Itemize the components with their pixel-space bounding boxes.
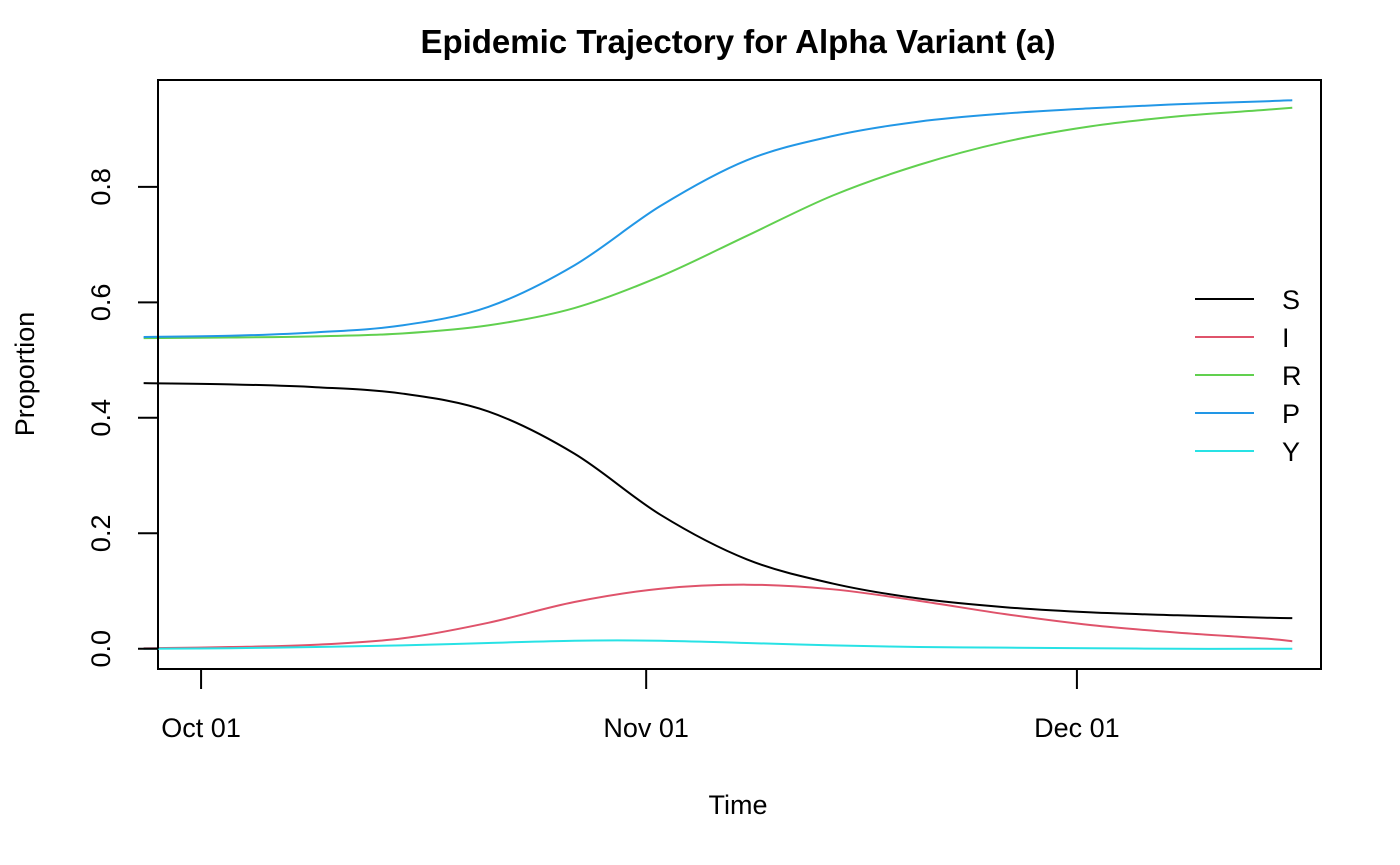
legend-label-s: S [1282,285,1300,315]
x-tick-label: Nov 01 [603,713,689,743]
legend-label-r: R [1282,361,1302,391]
chart-title: Epidemic Trajectory for Alpha Variant (a… [420,23,1055,60]
series-line-s [143,382,1293,620]
legend-label-p: P [1282,399,1300,429]
y-axis: 0.0 0.2 0.4 0.6 0.8 [86,168,159,668]
x-tick-label: Oct 01 [161,713,241,743]
y-tick-label: 0.4 [86,399,116,437]
y-axis-label: Proportion [10,312,40,437]
y-tick-label: 0.8 [86,168,116,206]
series-lines [143,99,1293,650]
legend-label-i: I [1282,323,1290,353]
series-line-i [143,583,1293,650]
series-line-p [143,99,1293,338]
x-tick-label: Dec 01 [1034,713,1120,743]
y-tick-label: 0.0 [86,630,116,668]
y-tick-label: 0.6 [86,284,116,322]
y-tick-label: 0.2 [86,515,116,553]
x-axis-label: Time [709,790,768,820]
x-axis: Oct 01 Nov 01 Dec 01 [161,668,1120,743]
plot-box [157,79,1322,670]
series-line-y [143,639,1293,650]
legend-label-y: Y [1282,437,1300,467]
series-line-r [143,106,1293,340]
